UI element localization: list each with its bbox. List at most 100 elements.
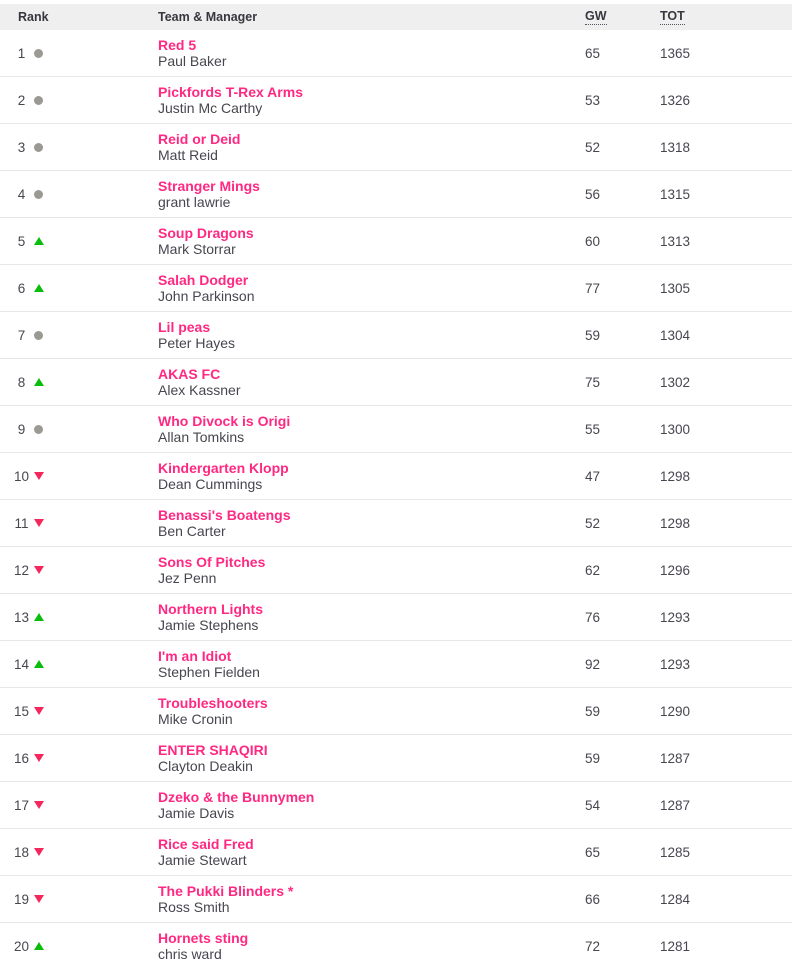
team-cell: I'm an Idiot Stephen Fielden <box>158 647 585 680</box>
table-row: 10 Kindergarten Klopp Dean Cummings 47 1… <box>0 453 792 500</box>
rank-number: 9 <box>17 421 26 437</box>
rank-cell: 17 <box>0 798 158 813</box>
team-cell: Red 5 Paul Baker <box>158 36 585 69</box>
manager-name: Justin Mc Carthy <box>158 99 263 116</box>
team-name-link[interactable]: ENTER SHAQIRI <box>158 741 268 758</box>
team-cell: Troubleshooters Mike Cronin <box>158 694 585 727</box>
total-points: 1281 <box>660 938 691 954</box>
team-name-link[interactable]: Red 5 <box>158 36 197 53</box>
standings-table-body: 1 Red 5 Paul Baker 65 1365 2 Pickfords T… <box>0 30 792 966</box>
rank-cell: 19 <box>0 892 158 907</box>
table-row: 15 Troubleshooters Mike Cronin 59 1290 <box>0 688 792 735</box>
team-name-link[interactable]: Sons Of Pitches <box>158 553 266 570</box>
rank-cell: 8 <box>0 375 158 390</box>
rank-number: 6 <box>17 280 26 296</box>
team-cell: Rice said Fred Jamie Stewart <box>158 835 585 868</box>
rank-cell: 9 <box>0 422 158 437</box>
total-points: 1284 <box>660 891 691 907</box>
rank-same-icon <box>34 95 43 105</box>
team-name-link[interactable]: The Pukki Blinders * <box>158 882 294 899</box>
rank-number: 11 <box>14 515 29 531</box>
gw-points: 59 <box>585 750 601 766</box>
total-points: 1296 <box>660 562 691 578</box>
rank-number: 18 <box>13 844 30 860</box>
rank-up-icon <box>34 284 44 292</box>
manager-name: Stephen Fielden <box>158 663 260 680</box>
table-row: 20 Hornets sting chris ward 72 1281 <box>0 923 792 966</box>
rank-same-icon <box>34 142 43 152</box>
tot-column-sort-header[interactable]: TOT <box>660 9 685 25</box>
total-points: 1304 <box>660 327 691 343</box>
rank-number: 5 <box>17 233 26 249</box>
team-name-link[interactable]: Troubleshooters <box>158 694 268 711</box>
manager-name: chris ward <box>158 945 222 962</box>
rank-down-icon <box>34 801 44 809</box>
team-name-link[interactable]: Who Divock is Origi <box>158 412 291 429</box>
team-name-link[interactable]: Rice said Fred <box>158 835 254 852</box>
team-name-link[interactable]: Salah Dodger <box>158 271 249 288</box>
table-row: 9 Who Divock is Origi Allan Tomkins 55 1… <box>0 406 792 453</box>
rank-cell: 14 <box>0 657 158 672</box>
gw-column-sort-header[interactable]: GW <box>585 9 607 25</box>
rank-cell: 12 <box>0 563 158 578</box>
gw-points: 65 <box>585 844 601 860</box>
manager-name: Alex Kassner <box>158 381 241 398</box>
manager-name: Peter Hayes <box>158 334 236 351</box>
rank-up-icon <box>34 942 44 950</box>
team-name-link[interactable]: Benassi's Boatengs <box>158 506 291 523</box>
gw-points: 53 <box>585 92 601 108</box>
rank-column-header: Rank <box>18 10 49 24</box>
rank-cell: 13 <box>0 610 158 625</box>
rank-down-icon <box>34 848 44 856</box>
rank-cell: 16 <box>0 751 158 766</box>
team-name-link[interactable]: Hornets sting <box>158 929 249 946</box>
rank-cell: 20 <box>0 939 158 954</box>
team-name-link[interactable]: Kindergarten Klopp <box>158 459 289 476</box>
team-cell: Reid or Deid Matt Reid <box>158 130 585 163</box>
team-name-link[interactable]: Stranger Mings <box>158 177 260 194</box>
rank-number: 14 <box>13 656 30 672</box>
gw-points: 72 <box>585 938 601 954</box>
total-points: 1290 <box>660 703 691 719</box>
rank-number: 3 <box>17 139 26 155</box>
team-name-link[interactable]: Lil peas <box>158 318 211 335</box>
team-name-link[interactable]: Dzeko & the Bunnymen <box>158 788 315 805</box>
manager-name: Paul Baker <box>158 52 227 69</box>
gw-points: 55 <box>585 421 601 437</box>
team-name-link[interactable]: I'm an Idiot <box>158 647 232 664</box>
table-row: 7 Lil peas Peter Hayes 59 1304 <box>0 312 792 359</box>
table-row: 11 Benassi's Boatengs Ben Carter 52 1298 <box>0 500 792 547</box>
rank-cell: 11 <box>0 516 158 531</box>
table-row: 13 Northern Lights Jamie Stephens 76 129… <box>0 594 792 641</box>
team-cell: Hornets sting chris ward <box>158 929 585 962</box>
team-cell: Dzeko & the Bunnymen Jamie Davis <box>158 788 585 821</box>
gw-points: 47 <box>585 468 601 484</box>
table-header-row: Rank Team & Manager GW TOT <box>0 4 792 30</box>
team-name-link[interactable]: Pickfords T-Rex Arms <box>158 83 303 100</box>
gw-points: 59 <box>585 327 601 343</box>
team-name-link[interactable]: Northern Lights <box>158 600 263 617</box>
rank-same-icon <box>34 48 43 58</box>
rank-cell: 3 <box>0 140 158 155</box>
team-name-link[interactable]: Reid or Deid <box>158 130 241 147</box>
gw-points: 52 <box>585 515 601 531</box>
rank-number: 10 <box>13 468 30 484</box>
team-cell: Who Divock is Origi Allan Tomkins <box>158 412 585 445</box>
rank-down-icon <box>34 566 44 574</box>
manager-name: Ross Smith <box>158 898 230 915</box>
rank-cell: 10 <box>0 469 158 484</box>
team-name-link[interactable]: AKAS FC <box>158 365 221 382</box>
team-name-link[interactable]: Soup Dragons <box>158 224 254 241</box>
team-cell: AKAS FC Alex Kassner <box>158 365 585 398</box>
rank-cell: 6 <box>0 281 158 296</box>
team-cell: Pickfords T-Rex Arms Justin Mc Carthy <box>158 83 585 116</box>
total-points: 1287 <box>660 750 691 766</box>
rank-number: 7 <box>17 327 26 343</box>
rank-number: 1 <box>17 45 26 61</box>
team-cell: Northern Lights Jamie Stephens <box>158 600 585 633</box>
rank-up-icon <box>34 660 44 668</box>
table-row: 18 Rice said Fred Jamie Stewart 65 1285 <box>0 829 792 876</box>
rank-number: 8 <box>17 374 26 390</box>
team-manager-column-header: Team & Manager <box>158 10 258 24</box>
